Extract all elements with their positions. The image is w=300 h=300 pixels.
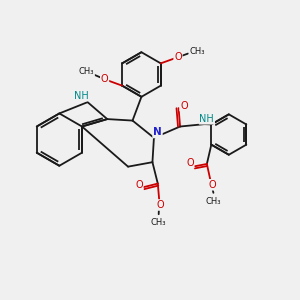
Text: CH₃: CH₃ <box>206 196 221 206</box>
Text: O: O <box>208 180 216 190</box>
Text: NH: NH <box>200 114 214 124</box>
Text: O: O <box>180 101 188 111</box>
Text: CH₃: CH₃ <box>151 218 167 227</box>
Text: O: O <box>174 52 182 62</box>
Text: CH₃: CH₃ <box>79 67 94 76</box>
Text: O: O <box>101 74 108 84</box>
Text: N: N <box>153 128 162 137</box>
Text: O: O <box>186 158 194 168</box>
Text: NH: NH <box>74 91 89 100</box>
Text: CH₃: CH₃ <box>189 47 205 56</box>
Text: O: O <box>157 200 164 210</box>
Text: O: O <box>135 180 143 190</box>
